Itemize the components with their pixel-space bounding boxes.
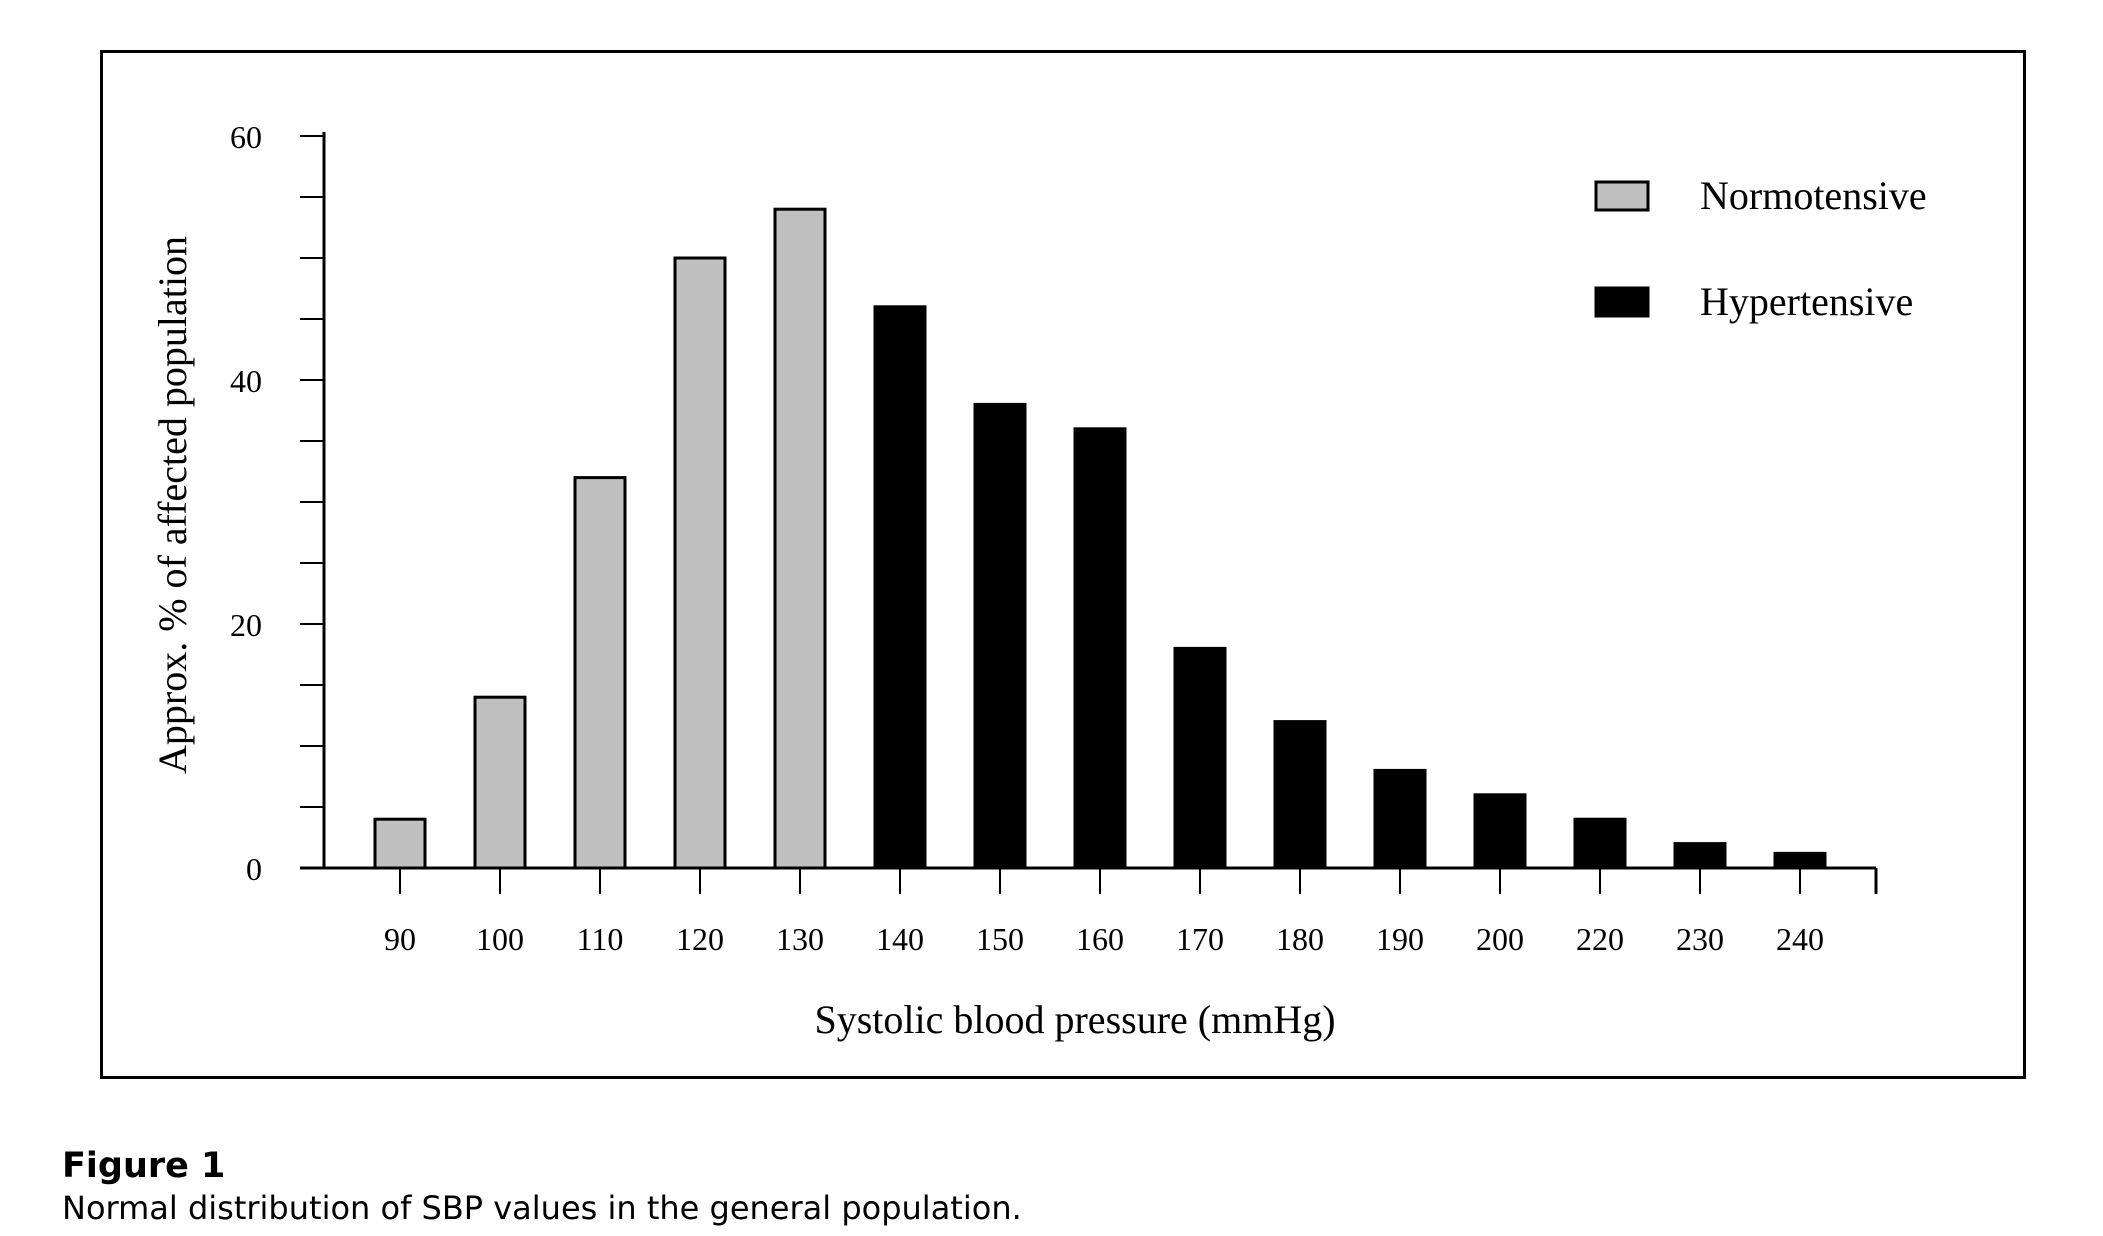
x-tick-label: 180	[1276, 921, 1324, 957]
bar-160	[1073, 427, 1127, 870]
bar-100	[473, 695, 527, 870]
legend-label-hypertensive: Hypertensive	[1700, 279, 1913, 324]
legend-swatch-hypertensive	[1594, 286, 1650, 318]
x-tick-label: 240	[1776, 921, 1824, 957]
y-tick-label: 60	[230, 119, 262, 155]
x-tick-label: 150	[976, 921, 1024, 957]
x-tick-label: 130	[776, 921, 824, 957]
figure-caption-text: Normal distribution of SBP values in the…	[62, 1189, 1022, 1227]
bar-140	[873, 305, 927, 870]
bar-110	[573, 476, 627, 870]
bar-230	[1673, 842, 1727, 870]
bar-180	[1273, 720, 1327, 870]
x-tick-label: 170	[1176, 921, 1224, 957]
x-tick-label: 100	[476, 921, 524, 957]
x-tick-label: 190	[1376, 921, 1424, 957]
figure-frame	[100, 50, 2026, 1079]
x-tick-label: 230	[1676, 921, 1724, 957]
bar-240	[1773, 851, 1827, 870]
bar-190	[1373, 768, 1427, 870]
x-tick-label: 90	[384, 921, 416, 957]
bar-150	[973, 402, 1027, 870]
x-tick-label: 160	[1076, 921, 1124, 957]
x-tick-label: 140	[876, 921, 924, 957]
x-tick-label: 110	[577, 921, 624, 957]
bar-220	[1573, 817, 1627, 870]
bar-200	[1473, 793, 1527, 870]
x-tick-label: 120	[676, 921, 724, 957]
y-tick-label: 40	[230, 363, 262, 399]
bar-90	[373, 817, 427, 870]
x-tick-label: 220	[1576, 921, 1624, 957]
bar-130	[773, 207, 827, 870]
x-axis-title: Systolic blood pressure (mmHg)	[814, 997, 1335, 1042]
legend-swatch-normotensive	[1594, 180, 1650, 212]
bar-170	[1173, 646, 1227, 870]
legend-label-normotensive: Normotensive	[1700, 173, 1927, 218]
bar-120	[673, 256, 727, 870]
y-tick-label: 20	[230, 607, 262, 643]
x-tick-label: 200	[1476, 921, 1524, 957]
y-axis-title: Approx. % of affected population	[150, 236, 195, 774]
figure-caption-title: Figure 1	[62, 1146, 226, 1186]
y-tick-label: 0	[246, 851, 262, 887]
